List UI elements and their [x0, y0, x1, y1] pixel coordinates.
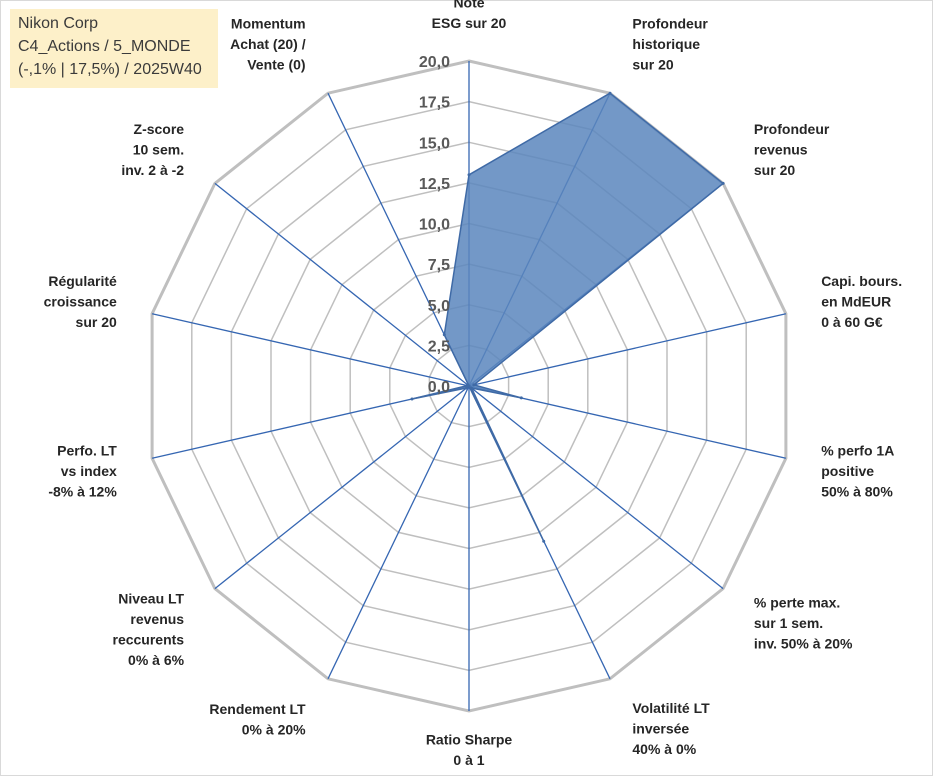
- spoke-12: [151, 313, 470, 387]
- axis-label-line: Vente (0): [247, 57, 305, 73]
- tick-label: 20,0: [419, 54, 450, 71]
- tick-label: 17,5: [419, 95, 450, 112]
- axis-label-line: 0% à 20%: [242, 721, 306, 737]
- axis-label-line: historique: [632, 36, 700, 52]
- axis-label-line: 0 à 60 G€: [821, 314, 883, 330]
- tick-label: 7,5: [428, 257, 450, 274]
- axis-label-7: Volatilité LT inversée 40% à 0%: [632, 700, 710, 757]
- data-point-6: [470, 386, 473, 390]
- axis-label-line: inv. 50% à 20%: [754, 636, 853, 652]
- tick-label: 2,5: [428, 338, 450, 355]
- axis-label-line: revenus: [754, 142, 808, 158]
- axis-label-line: Z-score: [134, 121, 185, 137]
- axis-label-line: vs index: [61, 463, 117, 479]
- tick-label: 10,0: [419, 217, 450, 234]
- axis-label-line: Volatilité LT: [632, 700, 710, 716]
- spoke-6: [468, 385, 724, 590]
- data-point-4: [472, 383, 476, 387]
- tick-label: 15,0: [419, 135, 450, 152]
- axis-labels: Note ESG sur 20 Profondeur historique sur 20…: [44, 0, 902, 768]
- data-point-13: [467, 384, 471, 388]
- axis-label-line: inversée: [632, 720, 689, 736]
- axis-label-12: Régularité croissance sur 20: [44, 273, 117, 330]
- tick-labels: 0,0 2,5 5,0 7,5 10,0 12,5 15,0 17,5 20,0: [419, 54, 450, 396]
- axis-label-line: inv. 2 à -2: [121, 162, 184, 178]
- axis-label-line: positive: [821, 463, 874, 479]
- data-point-3: [721, 181, 725, 185]
- axis-label-line: 40% à 0%: [632, 741, 696, 757]
- axis-label-line: % perfo 1A: [821, 442, 894, 458]
- axis-label-line: 10 sem.: [133, 142, 184, 158]
- tick-label: 0,0: [428, 379, 450, 396]
- info-period: (-,1% | 17,5%) / 2025W40: [18, 61, 202, 78]
- axis-label-line: ESG sur 20: [432, 15, 507, 31]
- data-point-2: [608, 91, 612, 95]
- axis-label-3: Profondeur revenus sur 20: [754, 121, 830, 178]
- info-category: C4_Actions / 5_MONDE: [18, 38, 191, 55]
- data-point-7: [542, 539, 546, 543]
- axis-label-5: % perfo 1A positive 50% à 80%: [821, 442, 894, 499]
- axis-label-9: Rendement LT 0% à 20%: [209, 701, 306, 738]
- axis-label-13: Z-score 10 sem. inv. 2 à -2: [121, 121, 184, 178]
- axis-label-line: sur 20: [76, 314, 117, 330]
- axis-label-line: sur 1 sem.: [754, 615, 823, 631]
- series-layer: [410, 91, 725, 543]
- axis-label-10: Niveau LT revenus reccurents 0% à 6%: [113, 591, 185, 669]
- axis-label-line: Capi. bours.: [821, 273, 902, 289]
- axis-label-line: 0 à 1: [453, 752, 484, 768]
- data-point-5: [519, 396, 523, 400]
- axis-label-line: % perte max.: [754, 595, 840, 611]
- axis-label-line: Régularité: [48, 273, 117, 289]
- axis-label-line: Momentum: [231, 16, 306, 32]
- spoke-9: [327, 385, 470, 680]
- axis-label-line: Note: [453, 0, 484, 11]
- axis-label-line: croissance: [44, 294, 117, 310]
- axis-label-11: Perfo. LT vs index -8% à 12%: [48, 442, 117, 499]
- axis-label-line: en MdEUR: [821, 294, 891, 310]
- data-point-10: [465, 386, 468, 390]
- axis-label-line: Achat (20) /: [230, 36, 306, 52]
- axis-label-line: Rendement LT: [209, 701, 306, 717]
- axis-label-line: -8% à 12%: [48, 483, 117, 499]
- axis-label-line: sur 20: [632, 57, 673, 73]
- axis-label-2: Profondeur historique sur 20: [632, 16, 708, 73]
- axis-label-line: Ratio Sharpe: [426, 732, 513, 748]
- spoke-4: [468, 313, 787, 387]
- axis-label-14: Momentum Achat (20) / Vente (0): [230, 16, 306, 73]
- info-company: Nikon Corp: [18, 15, 99, 32]
- axis-label-line: Profondeur: [754, 121, 830, 137]
- data-point-1: [467, 173, 471, 177]
- spoke-10: [214, 385, 470, 590]
- data-point-11: [410, 397, 414, 401]
- axis-label-1: Note ESG sur 20: [432, 0, 507, 31]
- tick-label: 12,5: [419, 176, 450, 193]
- tick-label: 5,0: [428, 298, 450, 315]
- axis-label-line: 50% à 80%: [821, 483, 893, 499]
- axis-label-line: 0% à 6%: [128, 652, 185, 668]
- spoke-13: [214, 182, 470, 387]
- axis-label-line: Perfo. LT: [57, 442, 117, 458]
- axis-label-line: sur 20: [754, 162, 795, 178]
- axis-label-line: reccurents: [113, 632, 185, 648]
- axis-label-6: % perte max. sur 1 sem. inv. 50% à 20%: [754, 595, 853, 652]
- axis-label-line: Niveau LT: [118, 591, 184, 607]
- data-point-14: [442, 333, 446, 337]
- axis-label-4: Capi. bours. en MdEUR 0 à 60 G€: [821, 273, 902, 330]
- axis-label-8: Ratio Sharpe 0 à 1: [426, 732, 513, 769]
- info-box: Nikon Corp C4_Actions / 5_MONDE (-,1% | …: [10, 9, 218, 88]
- axis-label-line: revenus: [130, 611, 184, 627]
- axis-label-line: Profondeur: [632, 16, 708, 32]
